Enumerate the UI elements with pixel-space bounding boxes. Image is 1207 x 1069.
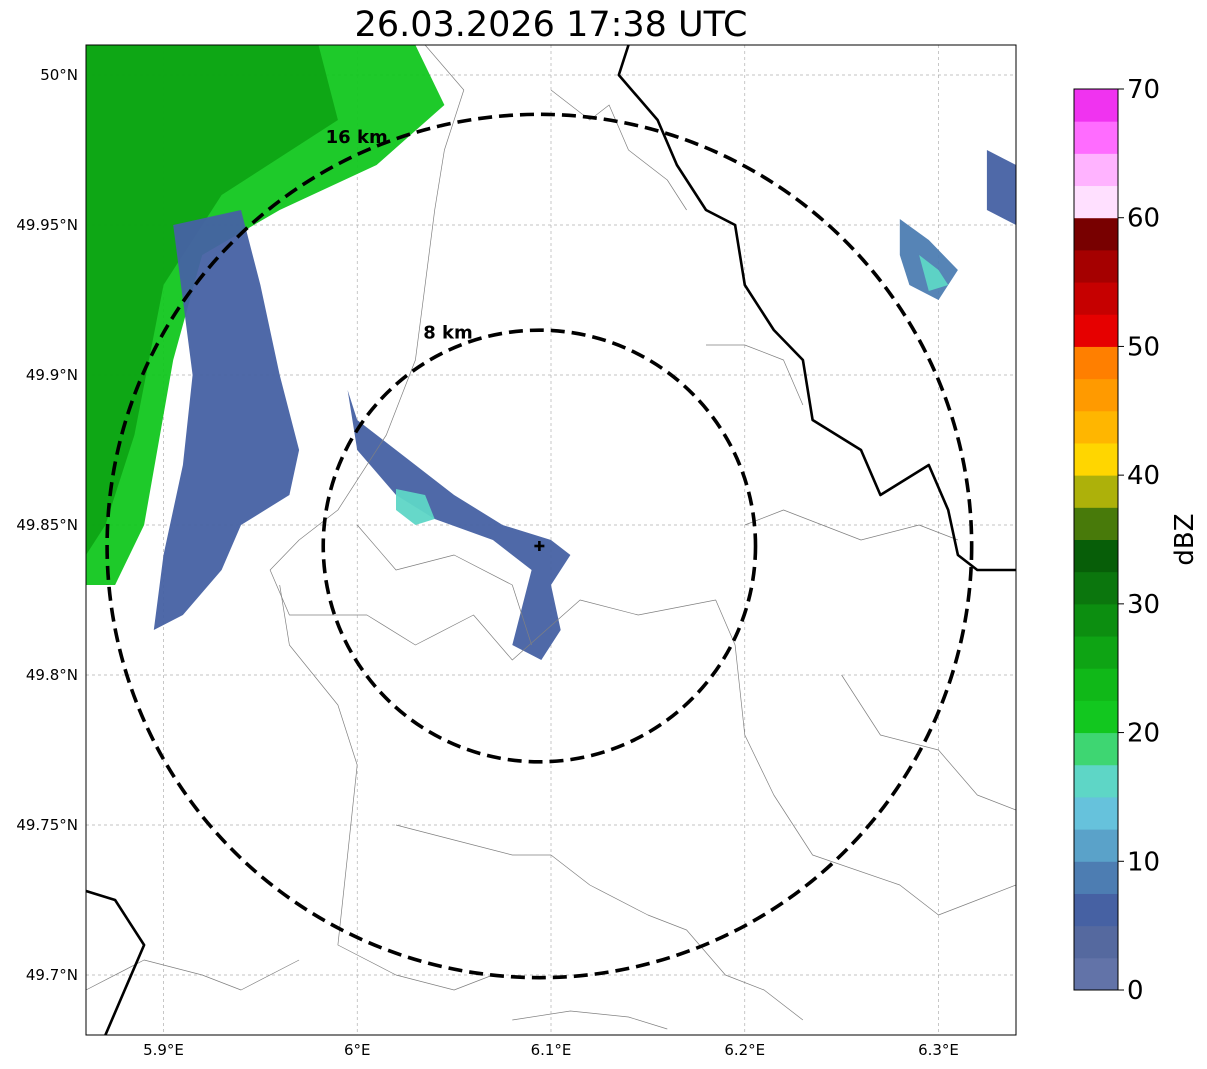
colorbar-tick-label: 70 (1127, 75, 1160, 105)
lat-tick-label: 49.75°N (16, 816, 78, 834)
lon-tick-label: 6.1°E (531, 1041, 572, 1059)
country-border (617, 45, 1016, 572)
colorbar-tick-label: 30 (1127, 590, 1160, 620)
colorbar-segment (1074, 282, 1118, 315)
admin-boundary (356, 524, 532, 646)
colorbar-tick-label: 0 (1127, 976, 1144, 1006)
colorbar-segment (1074, 764, 1118, 798)
admin-boundary (512, 1010, 668, 1030)
colorbar-segment (1074, 153, 1118, 187)
border-lines (86, 45, 1016, 1035)
admin-boundary (706, 344, 804, 406)
colorbar-tick-label: 60 (1127, 204, 1160, 234)
colorbar-frame (1073, 88, 1119, 991)
colorbar-tick-label: 40 (1127, 461, 1160, 491)
colorbar-segment (1074, 732, 1118, 766)
colorbar-tick-label: 50 (1127, 332, 1160, 362)
colorbar: 0 10 20 30 40 50 60 70 dBZ (1073, 75, 1200, 1006)
colorbar-segment (1074, 475, 1118, 508)
echo-central-streak-core (396, 489, 435, 525)
colorbar-segment (1074, 442, 1118, 476)
colorbar-segment (1074, 89, 1118, 122)
lon-tick-label: 6.2°E (724, 1041, 765, 1059)
colorbar-segment (1074, 249, 1118, 283)
echo-northwest-band-edge (153, 210, 300, 630)
admin-boundary (744, 509, 959, 541)
colorbar-segment (1074, 925, 1118, 959)
lat-tick-label: 49.8°N (26, 666, 78, 684)
lon-tick-label: 5.9°E (143, 1041, 184, 1059)
lat-tick-label: 49.95°N (16, 216, 78, 234)
radar-echo-layer (86, 45, 1016, 660)
admin-boundary (550, 854, 804, 1021)
colorbar-segment (1074, 539, 1118, 573)
colorbar-segment (1074, 217, 1118, 251)
colorbar-segment (1074, 314, 1118, 347)
colorbar-segment (1074, 410, 1118, 444)
lat-tick-label: 50°N (40, 66, 78, 84)
echo-east-cell-core (919, 255, 949, 291)
admin-boundary (269, 45, 1016, 916)
colorbar-segment (1074, 346, 1118, 380)
colorbar-segment (1074, 378, 1118, 412)
colorbar-segment (1074, 668, 1118, 701)
colorbar-segment (1074, 571, 1118, 605)
lat-tick-label: 49.85°N (16, 516, 78, 534)
admin-boundary (279, 584, 494, 991)
range-ring-label: 16 km (326, 127, 388, 148)
axis-ticks: 5.9°E 6°E 6.1°E 6.2°E 6.3°E 49.7°N 49.75°N 49.8… (16, 66, 959, 1059)
range-ring-label: 8 km (423, 322, 473, 343)
colorbar-segment (1074, 829, 1118, 862)
colorbar-segment (1074, 603, 1118, 637)
colorbar-segment (1074, 957, 1118, 991)
admin-boundary (86, 959, 300, 991)
colorbar-tick-label: 20 (1127, 719, 1160, 749)
colorbar-segment (1074, 507, 1118, 540)
radar-site-marker (534, 541, 545, 551)
lat-lon-grid (86, 45, 1016, 1035)
lon-tick-label: 6°E (344, 1041, 371, 1059)
map-plot-area: 8 km 16 km (85, 44, 1017, 1036)
range-ring-8km (321, 328, 758, 764)
country-border (86, 889, 146, 1035)
colorbar-tick-label: 10 (1127, 847, 1160, 877)
colorbar-unit-label: dBZ (1170, 513, 1200, 565)
colorbar-segment (1074, 185, 1118, 219)
colorbar-segment (1074, 700, 1118, 734)
admin-boundary (395, 824, 551, 856)
range-rings (105, 112, 974, 980)
lat-tick-label: 49.9°N (26, 366, 78, 384)
colorbar-segment (1074, 121, 1118, 154)
echo-far-east-cell (986, 150, 1016, 225)
lon-tick-label: 6.3°E (918, 1041, 959, 1059)
lat-tick-label: 49.7°N (26, 966, 78, 984)
range-ring-16km (105, 112, 974, 980)
admin-boundary (841, 674, 1016, 811)
map-frame (85, 44, 1017, 1036)
colorbar-segment (1074, 796, 1118, 830)
echo-central-streak (347, 390, 571, 660)
colorbar-segment (1074, 893, 1118, 927)
colorbar-segment (1074, 636, 1118, 669)
echo-northwest-band-core (86, 45, 338, 555)
map-title: 26.03.2026 17:38 UTC (354, 5, 748, 45)
colorbar-segment (1074, 861, 1118, 894)
